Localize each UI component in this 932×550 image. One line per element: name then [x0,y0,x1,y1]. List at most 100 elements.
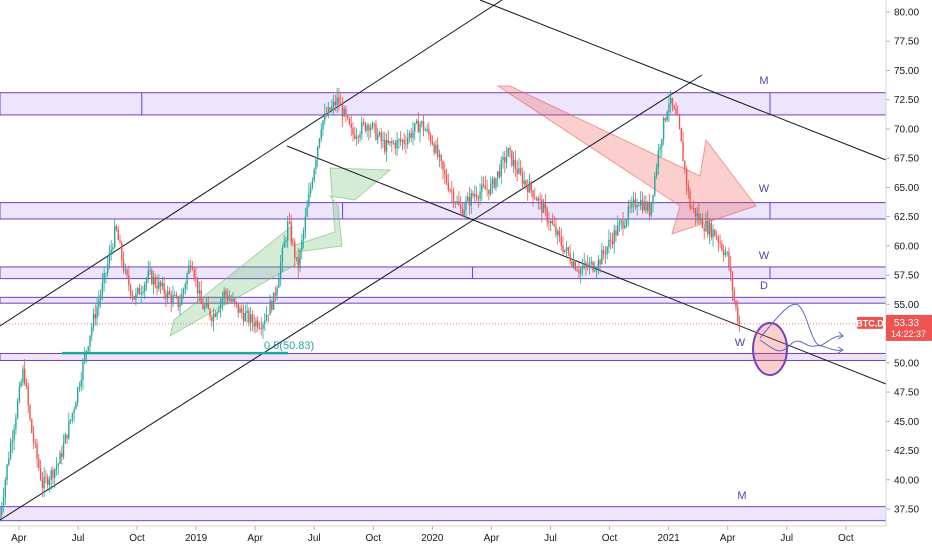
trendline-2 [0,74,703,521]
candle-body [431,141,434,145]
candle-body [424,130,427,132]
candle-body [64,434,67,444]
candle-body [475,194,478,198]
green-arrow [169,167,392,338]
candle-body [108,253,111,264]
candle-body [106,263,109,274]
candle-body [572,261,575,267]
candle-body [680,128,682,142]
candle-body [535,198,538,201]
candle-body [442,161,444,170]
candle-body [149,270,151,271]
candle-body [558,231,561,237]
candle-body [122,259,125,271]
x-tick-label: Jul [544,533,557,544]
candle-body [488,189,490,195]
candle-body [223,290,225,298]
candle-body [145,279,148,285]
candle-body [373,123,375,125]
candle-body [195,277,197,278]
y-tick-label: 65.00 [894,183,919,194]
y-tick-label: 37.50 [894,505,919,516]
candle-body [726,252,728,254]
candle-body [735,300,737,308]
candle-body [523,180,525,184]
candle-body [461,208,464,216]
candle-body [514,159,517,170]
x-tick-label: Oct [129,533,145,544]
candle-body [624,225,626,229]
candle-body [46,477,49,486]
candle-body [11,440,14,444]
candle-body [174,295,176,297]
candle-body [119,240,121,243]
candle-body [489,183,492,195]
candle-body [343,108,345,117]
candle-body [318,138,321,147]
candle-body [532,190,534,198]
candle-body [151,270,153,285]
trendline-1 [479,0,887,161]
candle-body [571,261,573,267]
candle-body [283,242,285,248]
candle-body [712,229,714,238]
candle-body [13,428,15,441]
candle-body [426,129,428,131]
candle-body [294,241,296,259]
candle-body [408,133,411,139]
zone-m-0 [0,92,887,116]
candle-body [604,253,607,255]
candle-body [165,293,167,299]
candle-body [417,120,419,133]
candle-body [114,226,116,248]
candle-body [103,273,105,283]
zone-label-m: M [737,490,746,502]
candle-body [292,241,294,243]
candle-body [128,275,130,286]
candle-body [601,250,603,265]
candle-body [590,261,592,264]
candle-body [641,200,644,211]
candle-body [687,185,690,192]
candle-body [415,120,418,124]
candle-body [599,260,601,265]
candle-body [279,262,282,279]
candle-body [689,191,691,208]
y-tick-label: 62.50 [894,212,919,223]
candle-body [542,203,545,213]
candle-body [369,128,372,131]
candle-body [325,113,328,116]
candle-body [606,247,608,255]
candle-body [708,222,711,235]
zone-label-d: D [760,280,768,292]
candle-body [636,205,638,208]
candle-body [91,327,93,336]
candle-body [454,202,457,204]
candle-body [555,225,557,235]
candle-body [447,182,449,191]
candle-body [717,237,720,243]
x-tick-label: 2020 [421,533,444,544]
candle-body [246,310,248,313]
y-tick-label: 60.00 [894,241,919,252]
candle-body [435,144,437,153]
candle-body [205,303,208,307]
candle-body [159,281,162,287]
candle-body [8,458,10,465]
candle-body [354,134,356,139]
candle-body [617,225,619,236]
candle-body [564,249,566,253]
candle-body [691,207,693,209]
candle-body [569,253,571,262]
candle-body [625,219,628,226]
candle-body [255,320,257,327]
projection-path-up [759,303,844,346]
candle-body [198,290,201,294]
candle-body [248,310,250,323]
candle-body [281,247,284,263]
candle-body [285,240,287,243]
candle-body [204,306,206,310]
candle-body [560,236,562,246]
candle-body [608,239,610,248]
candle-body [456,200,458,203]
